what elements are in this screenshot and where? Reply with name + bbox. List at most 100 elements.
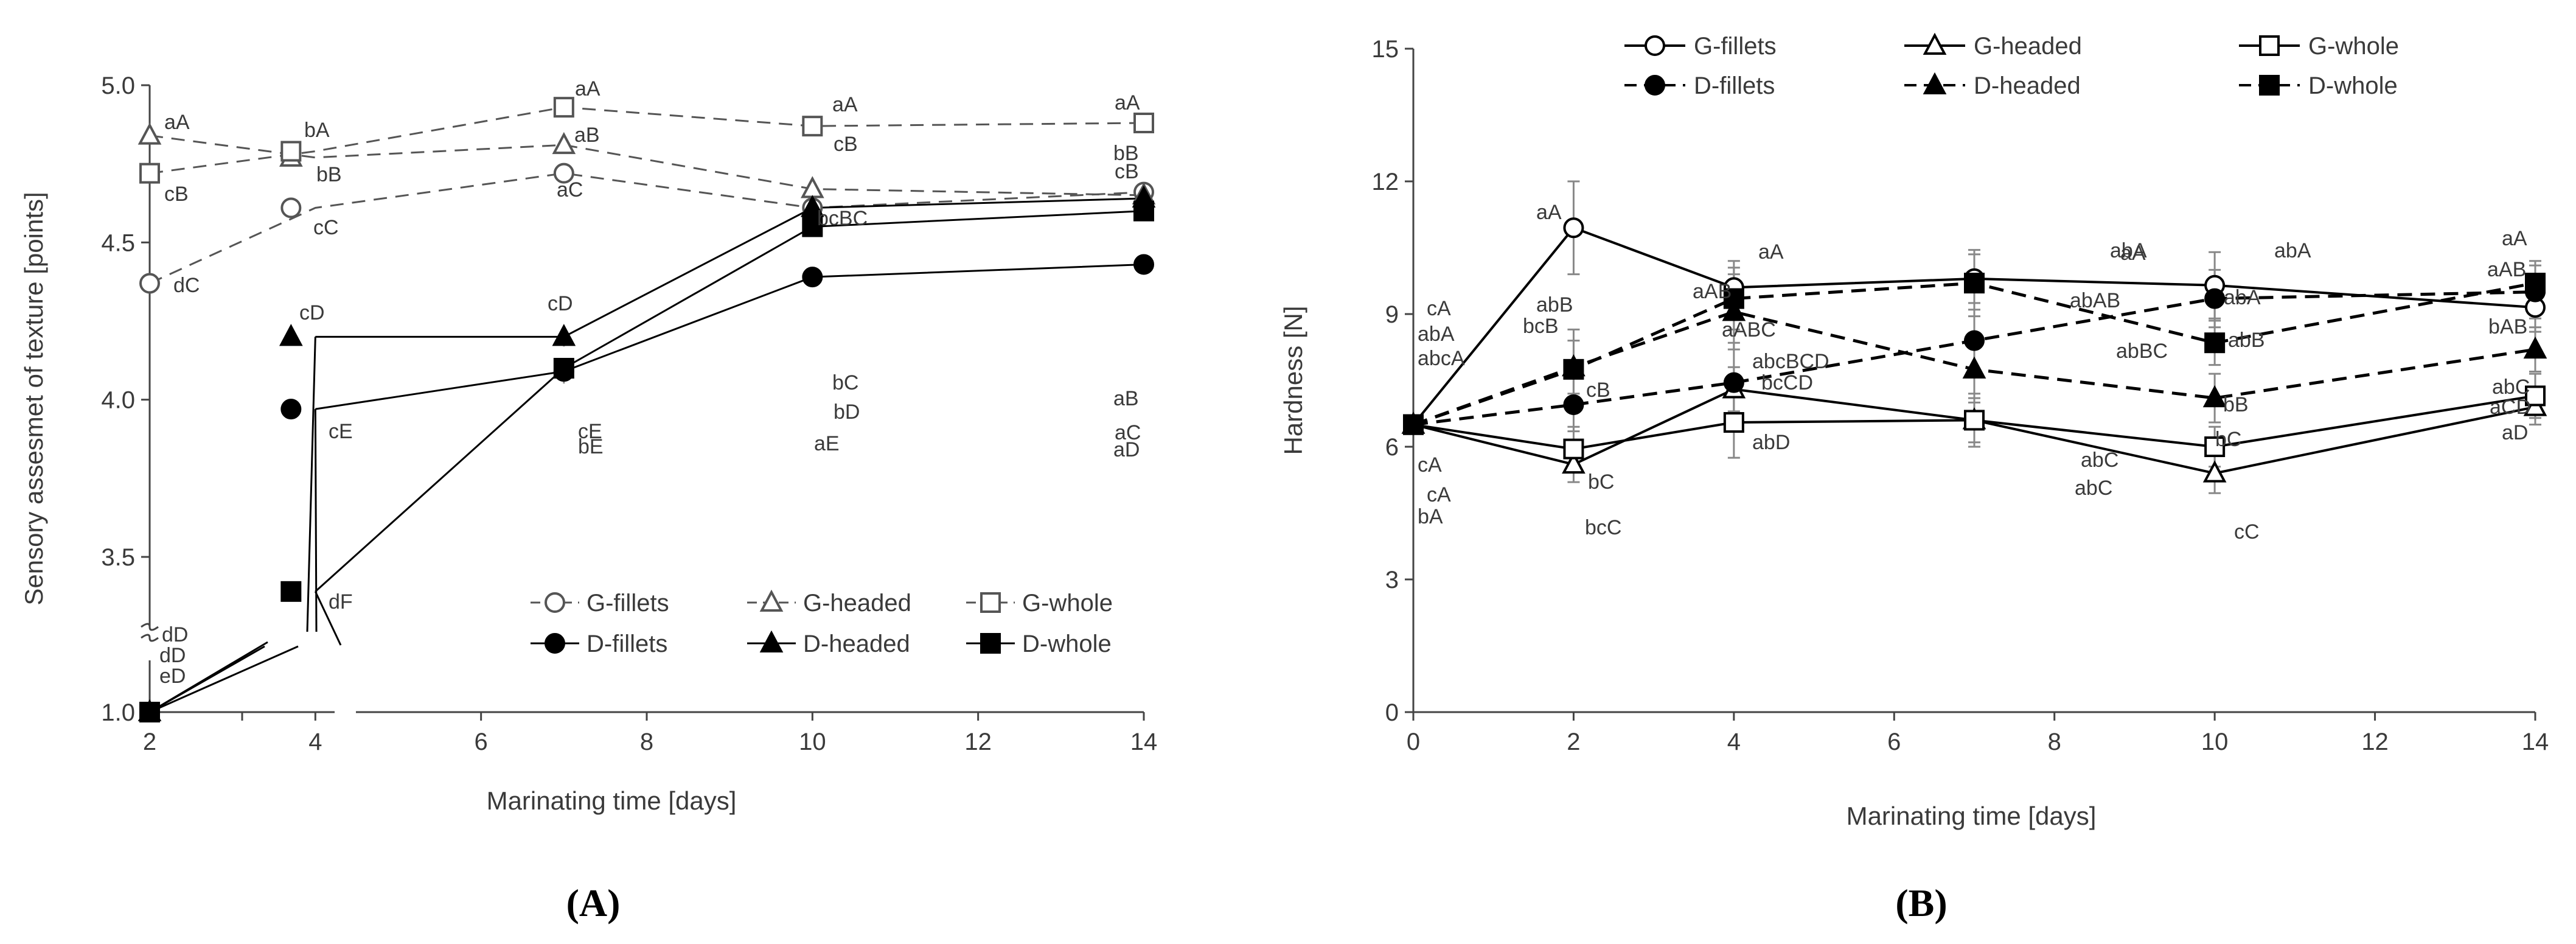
g-headed-data-label: bB — [316, 163, 342, 186]
x-tick-label: 12 — [2361, 729, 2389, 755]
g-headed-series-line — [149, 135, 1144, 197]
g-whole-data-label: bC — [1588, 470, 1614, 494]
g-headed-data-label: aB — [574, 124, 600, 147]
d-fillets-point — [1964, 330, 1985, 351]
x-tick-label: 10 — [799, 729, 826, 755]
d-fillets-data-label: abA — [1418, 323, 1455, 346]
legend-label-g-fillets: G-fillets — [587, 590, 669, 617]
d-whole-data-label: eD — [159, 665, 186, 688]
g-headed-point — [552, 131, 576, 155]
g-headed-data-label: abcBCD — [1752, 350, 1829, 373]
y-tick-label: 0 — [1385, 699, 1399, 726]
d-whole-series-line — [314, 591, 342, 646]
g-fillets-data-label: aA — [2502, 227, 2527, 250]
g-whole-data-label: aA — [1115, 91, 1140, 114]
x-tick-label: 10 — [2201, 729, 2229, 755]
x-tick-label: 8 — [640, 729, 653, 755]
d-fillets-data-label: aD — [1113, 438, 1140, 461]
g-headed-series-line — [1413, 388, 2536, 475]
d-whole-data-label: bE — [578, 435, 604, 458]
y-tick-label: 3 — [1385, 567, 1399, 593]
legend-marker-g-headed — [759, 589, 784, 612]
legend-label-d-fillets: D-fillets — [1694, 72, 1775, 99]
d-whole-series-line — [315, 210, 1144, 592]
g-fillets-data-label: dC — [173, 274, 200, 297]
x-tick-label: 2 — [143, 729, 156, 755]
g-headed-data-label: abC — [2075, 477, 2112, 500]
d-whole-point — [1133, 200, 1154, 222]
legend-marker-g-headed — [1923, 32, 1947, 55]
d-whole-point — [1563, 358, 1584, 380]
d-headed-data-label: bcB — [1523, 315, 1559, 338]
legend-label-d-headed: D-headed — [803, 631, 910, 657]
y-tick-label: 5.0 — [101, 72, 135, 99]
d-fillets-series-line — [1413, 290, 2536, 427]
legend-label-g-fillets: G-fillets — [1694, 33, 1777, 60]
g-whole-point — [280, 141, 302, 162]
y-axis-title: Sensory assesmet of texture [points] — [19, 192, 48, 605]
d-whole-data-label: cA — [1427, 483, 1451, 506]
y-tick-label: 15 — [1372, 36, 1399, 63]
y-tick-label: 6 — [1385, 434, 1399, 461]
g-headed-point — [2202, 460, 2227, 483]
y-tick-label: 4.5 — [101, 229, 135, 256]
g-fillets-data-label: cC — [313, 216, 339, 239]
d-headed-data-label: abcA — [1418, 347, 1465, 370]
g-fillets-point — [139, 273, 160, 294]
d-headed-series-line — [306, 337, 316, 632]
d-headed-data-label: bB — [2223, 393, 2249, 416]
x-tick-label: 14 — [2522, 729, 2549, 755]
d-whole-data-label: abB — [2228, 329, 2265, 352]
d-headed-data-label: abC — [2492, 376, 2530, 399]
d-whole-point — [280, 581, 302, 602]
g-headed-data-label: cC — [2234, 520, 2260, 544]
legend-marker-d-whole — [2259, 75, 2280, 96]
g-fillets-series-line — [149, 172, 1144, 284]
d-whole-point — [2525, 273, 2546, 294]
d-fillets-data-label: aAB — [2487, 258, 2526, 281]
d-whole-point — [553, 358, 574, 379]
d-fillets-point — [1133, 254, 1154, 275]
d-whole-point — [1723, 288, 1744, 309]
d-fillets-data-label: abA — [2224, 286, 2261, 309]
g-whole-point — [553, 97, 574, 118]
legend-marker-d-headed — [1923, 72, 1947, 94]
g-fillets-data-label: bcBC — [817, 207, 868, 230]
y-tick-label: 3.5 — [101, 544, 135, 571]
g-whole-data-label: bC — [2215, 428, 2241, 451]
x-axis-title: Marinating time [days] — [487, 786, 737, 815]
d-headed-point — [2202, 385, 2227, 408]
legend-marker-d-fillets — [545, 633, 565, 654]
g-fillets-data-label: abA — [2110, 239, 2147, 262]
legend-marker-d-headed — [759, 630, 784, 652]
legend-label-d-fillets: D-fillets — [587, 631, 667, 657]
d-headed-point — [552, 324, 576, 346]
x-tick-label: 2 — [1567, 729, 1580, 755]
legend-label-g-whole: G-whole — [1022, 590, 1113, 617]
d-whole-data-label: bC — [832, 371, 858, 394]
g-whole-data-label: abC — [2081, 449, 2118, 472]
d-headed-data-label: cD — [548, 292, 573, 315]
d-headed-data-label: abBC — [2116, 340, 2168, 363]
x-tick-label: 4 — [308, 729, 322, 755]
legend-label-d-headed: D-headed — [1974, 72, 2081, 99]
x-tick-label: 6 — [1887, 729, 1901, 755]
legend-label-g-headed: G-headed — [803, 590, 911, 617]
g-whole-data-label: aA — [832, 93, 858, 116]
panel-label-a: (A) — [566, 881, 621, 925]
g-whole-data-label: bA — [1418, 505, 1443, 528]
d-fillets-point — [1563, 394, 1584, 415]
legend-label-d-whole: D-whole — [1022, 631, 1112, 657]
g-whole-point — [2525, 385, 2546, 407]
g-fillets-data-label: bB — [1113, 142, 1139, 165]
g-fillets-data-label: aA — [1758, 240, 1784, 264]
g-headed-data-label: aA — [164, 111, 190, 134]
d-fillets-point — [802, 267, 823, 288]
d-fillets-series-line — [315, 264, 1144, 410]
g-fillets-data-label: cA — [1427, 297, 1451, 320]
d-whole-point — [1964, 273, 1985, 294]
x-tick-label: 4 — [1727, 729, 1741, 755]
d-fillets-data-label: cB — [1586, 379, 1610, 402]
g-whole-point — [802, 116, 823, 137]
